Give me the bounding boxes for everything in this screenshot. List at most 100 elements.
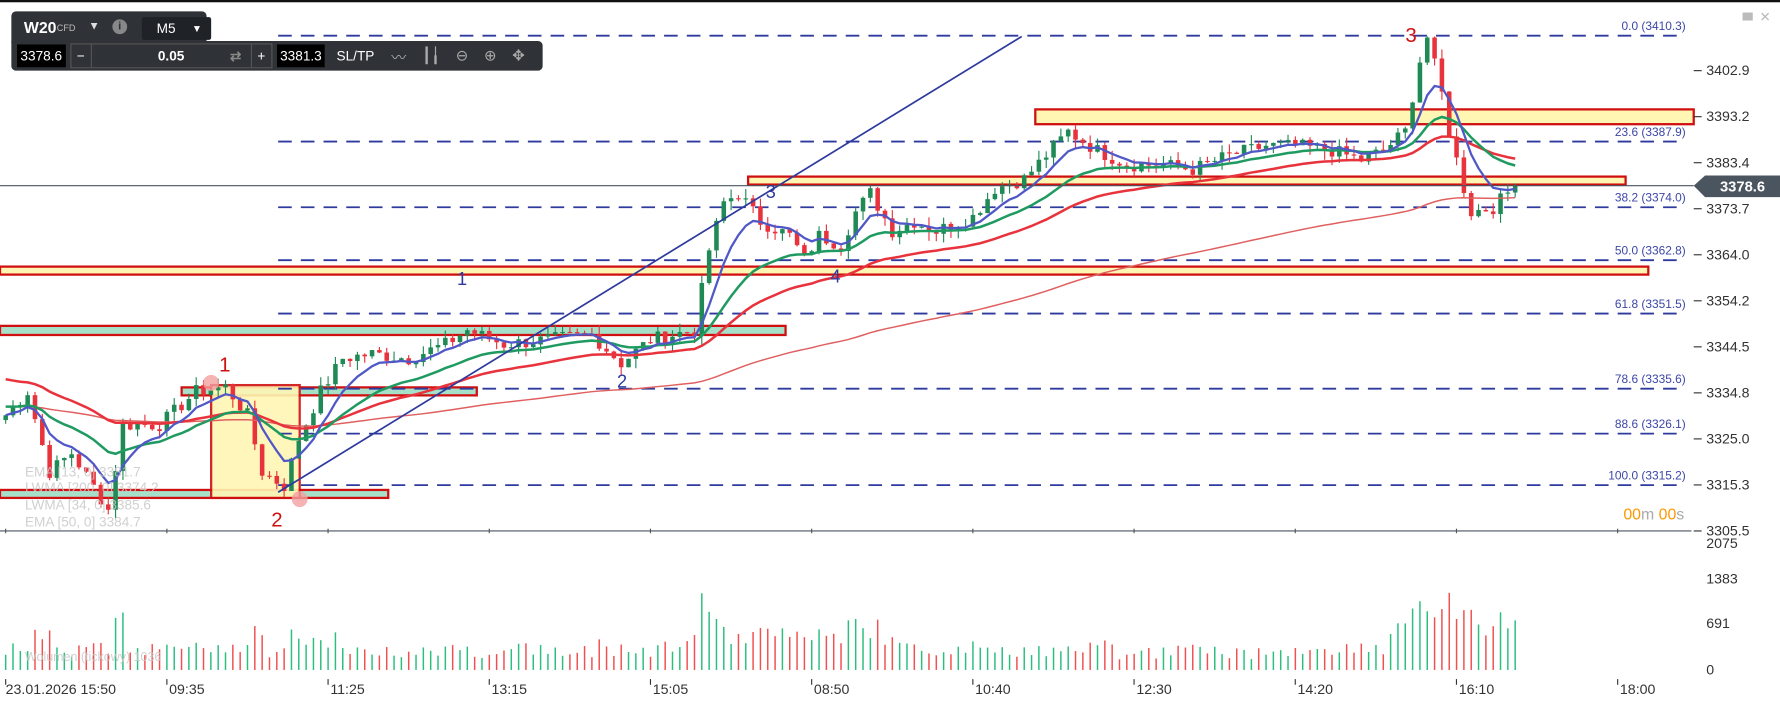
candle[interactable] [10,406,16,416]
candle[interactable] [355,354,360,362]
sell-price-button[interactable]: 3378.6 [17,44,66,68]
candle[interactable] [1073,129,1078,140]
candle[interactable] [904,224,910,231]
candle[interactable] [399,358,404,361]
candle[interactable] [531,344,536,348]
candle[interactable] [618,358,624,368]
candle[interactable] [1051,141,1056,158]
candle[interactable] [1219,152,1225,161]
candle[interactable] [369,350,375,357]
candle[interactable] [479,330,485,334]
candle[interactable] [604,348,609,352]
candle[interactable] [1212,160,1218,163]
candle[interactable] [1476,209,1481,217]
candle[interactable] [992,193,998,200]
candle[interactable] [985,199,990,214]
candle[interactable] [545,334,551,337]
candle[interactable] [626,358,631,368]
candle[interactable] [692,332,697,336]
candle[interactable] [318,385,324,414]
candle[interactable] [802,245,807,254]
candle[interactable] [824,230,829,244]
candle[interactable] [193,385,199,399]
candle[interactable] [1483,209,1489,212]
candle[interactable] [1065,129,1071,137]
candle[interactable] [1227,152,1232,154]
candle[interactable] [223,384,228,388]
candle[interactable] [934,231,939,234]
candle[interactable] [1322,143,1327,151]
timeframe-select[interactable]: M5 ▼ [141,17,212,40]
candle[interactable] [1424,37,1430,63]
candle[interactable] [3,415,8,421]
candle[interactable] [135,423,140,430]
candle[interactable] [1234,152,1240,154]
candle[interactable] [40,419,45,446]
candle[interactable] [1256,144,1261,149]
anchor-point[interactable] [291,491,308,508]
indicator-legend[interactable]: EMA [50, 0] 3384.7 [25,514,141,529]
candle[interactable] [1102,145,1108,160]
candle[interactable] [794,232,800,246]
candle[interactable] [98,484,104,505]
candle[interactable] [655,331,661,343]
candle[interactable] [509,347,514,349]
candle[interactable] [648,342,653,344]
candle[interactable] [890,218,895,238]
candle[interactable] [1161,164,1166,167]
candle[interactable] [450,337,455,343]
candle[interactable] [69,454,74,459]
candle[interactable] [809,251,814,254]
candle[interactable] [706,250,712,283]
candle[interactable] [237,399,243,411]
swap-icon[interactable]: ⇄ [230,47,242,64]
candle[interactable] [413,362,419,365]
candle[interactable] [465,330,470,336]
candle[interactable] [1410,102,1415,129]
candle[interactable] [977,213,983,215]
support-resistance-zone[interactable] [0,265,1650,276]
candle[interactable] [171,404,177,412]
candle[interactable] [926,226,932,232]
candle[interactable] [1117,163,1122,166]
candle[interactable] [1131,167,1137,172]
candle[interactable] [333,364,338,385]
candlestick-icon[interactable]: ┃╽ [422,46,440,64]
candle[interactable] [91,471,96,485]
candle[interactable] [868,188,873,198]
candle[interactable] [1190,169,1196,175]
candle[interactable] [684,332,690,334]
candle[interactable] [325,384,331,386]
candle[interactable] [274,475,280,484]
candle[interactable] [1205,160,1210,163]
info-icon[interactable]: i [112,19,128,35]
candle[interactable] [421,354,426,363]
volume-stepper[interactable]: − 0.05 ⇄ + [70,43,273,69]
candle[interactable] [1446,91,1452,137]
candle[interactable] [443,337,448,346]
candle[interactable] [1490,211,1496,215]
candle[interactable] [758,206,763,225]
candle[interactable] [640,342,646,349]
move-icon[interactable]: ✥ [512,46,525,64]
volume-input[interactable]: 0.05 [157,47,185,64]
candle[interactable] [538,336,543,345]
candle[interactable] [296,440,302,459]
candle[interactable] [1021,175,1027,189]
anchor-point[interactable] [203,374,220,391]
candle[interactable] [428,347,433,355]
buy-price-button[interactable]: 3381.3 [276,44,326,68]
candle[interactable] [1183,166,1188,170]
candle[interactable] [1278,141,1283,143]
symbol-name[interactable]: W20 [23,18,57,37]
candle[interactable] [362,354,368,357]
support-resistance-zone[interactable] [1034,108,1695,126]
candle[interactable] [1249,144,1254,146]
candle[interactable] [574,332,580,334]
candle[interactable] [230,384,236,400]
zoom-in-icon[interactable]: ⊕ [484,46,497,64]
candle[interactable] [245,408,250,411]
candle[interactable] [1271,142,1276,146]
candle[interactable] [941,223,946,234]
